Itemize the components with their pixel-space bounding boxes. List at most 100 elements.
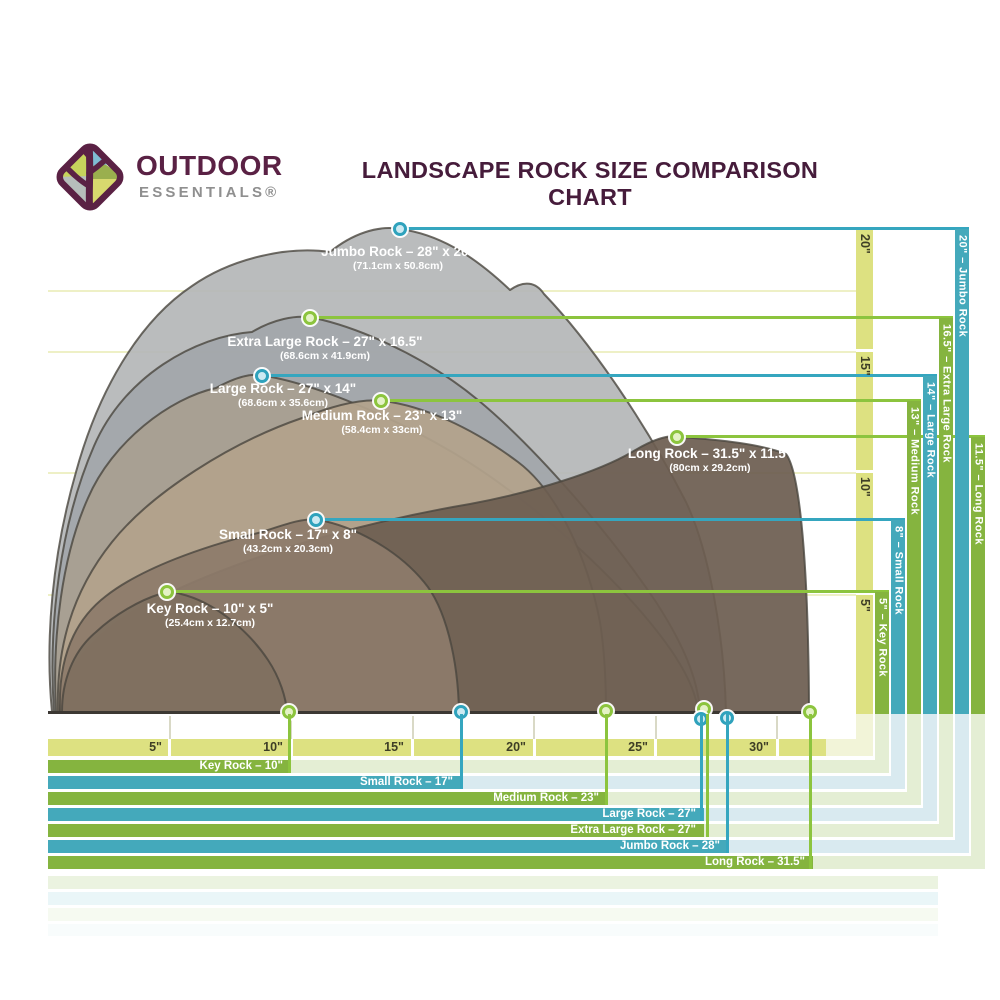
- height-line-extra-large: [310, 316, 953, 319]
- rock-size-text: Small Rock – 17" x 8": [218, 527, 358, 542]
- reflection-stripe: [48, 924, 938, 936]
- dropline-extra-large: [705, 714, 709, 837]
- x-tick-label-5: 5": [149, 740, 162, 754]
- height-line-small: [316, 518, 905, 521]
- brand-subname: ESSENTIALS®: [139, 184, 280, 201]
- v-ruler-tick-15: 15": [858, 356, 872, 376]
- x-tick-5: [168, 716, 171, 739]
- rock-label-medium: Medium Rock – 23" x 13" (58.4cm x 33cm): [242, 408, 522, 437]
- h-ruler-gap: [775, 739, 779, 756]
- height-bar-label-large: 14" – Large Rock: [924, 382, 937, 478]
- dropline-medium: [604, 714, 608, 805]
- width-bar-small: Small Rock – 17": [48, 776, 461, 789]
- x-tick-10: [290, 716, 292, 739]
- peak-dot-small: [309, 513, 323, 527]
- height-bar-fade-jumbo: [955, 714, 969, 853]
- rock-metric-text: (25.4cm x 12.7cm): [165, 617, 255, 629]
- rock-label-jumbo: Jumbo Rock – 28" x 20" (71.1cm x 50.8cm): [258, 244, 538, 273]
- height-line-large: [262, 374, 937, 377]
- rock-label-key: Key Rock – 10" x 5" (25.4cm x 12.7cm): [70, 601, 350, 630]
- rock-size-text: Medium Rock – 23" x 13": [301, 408, 463, 423]
- rock-label-extra-large: Extra Large Rock – 27" x 16.5" (68.6cm x…: [185, 334, 465, 363]
- v-ruler-segment-15: [856, 352, 873, 470]
- v-ruler-tick-10: 10": [858, 477, 872, 497]
- height-bar-label-extra-large: 16.5" – Extra Large Rock: [940, 324, 953, 463]
- rock-label-large: Large Rock – 27" x 14" (68.6cm x 35.6cm): [143, 381, 423, 410]
- height-line-medium: [381, 399, 921, 402]
- height-bar-jumbo: [955, 229, 969, 714]
- width-bar-label-medium: Medium Rock – 23": [493, 792, 599, 804]
- rock-size-text: Key Rock – 10" x 5": [146, 601, 274, 616]
- height-bar-label-medium: 13" – Medium Rock: [908, 407, 921, 515]
- width-bar-fade-small: [461, 776, 905, 789]
- rock-metric-text: (68.6cm x 35.6cm): [238, 397, 328, 409]
- peak-dot-large: [255, 369, 269, 383]
- width-bar-extra-large: Extra Large Rock – 27": [48, 824, 704, 837]
- height-line-long: [677, 435, 985, 438]
- peak-dot-extra-large: [303, 311, 317, 325]
- h-ruler-gap: [532, 739, 536, 756]
- v-ruler-fade: [856, 714, 873, 756]
- h-ruler-gap: [168, 739, 171, 756]
- height-bar-small: [891, 520, 905, 714]
- reflection-stripe: [48, 908, 938, 921]
- height-bar-fade-long: [971, 714, 985, 869]
- rock-metric-text: (71.1cm x 50.8cm): [353, 260, 443, 272]
- rock-label-small: Small Rock – 17" x 8" (43.2cm x 20.3cm): [148, 527, 428, 556]
- h-ruler-gap: [289, 739, 293, 756]
- dropline-large: [699, 714, 703, 821]
- rock-metric-text: (80cm x 29.2cm): [669, 462, 751, 474]
- dropline-jumbo: [725, 714, 729, 853]
- rock-size-text: Jumbo Rock – 28" x 20": [321, 244, 475, 259]
- peak-dot-key: [160, 585, 174, 599]
- x-tick-label-20: 20": [506, 740, 526, 754]
- rock-size-text: Large Rock – 27" x 14": [209, 381, 357, 396]
- width-bar-label-jumbo: Jumbo Rock – 28": [619, 840, 720, 852]
- x-tick-20: [533, 716, 535, 739]
- height-bar-label-long: 11.5" – Long Rock: [972, 443, 985, 545]
- height-bar-key: [875, 592, 889, 714]
- height-bar-label-key: 5" – Key Rock: [876, 598, 889, 677]
- height-bar-label-small: 8" – Small Rock: [892, 526, 905, 615]
- width-bar-fade-long: [813, 856, 985, 869]
- h-ruler-gap: [654, 739, 657, 756]
- height-bar-medium: [907, 401, 921, 714]
- width-bar-large: Large Rock – 27": [48, 808, 704, 821]
- width-bar-key: Key Rock – 10": [48, 760, 291, 773]
- v-ruler-tick-20: 20": [858, 234, 872, 254]
- width-bar-fade-medium: [607, 792, 921, 805]
- width-bar-label-small: Small Rock – 17": [359, 776, 453, 788]
- width-bar-fade-key: [291, 760, 889, 773]
- height-bar-label-jumbo: 20" – Jumbo Rock: [956, 235, 969, 338]
- height-bar-fade-extra-large: [939, 714, 953, 837]
- height-bar-fade-large: [923, 714, 937, 821]
- x-tick-label-30: 30": [749, 740, 769, 754]
- reflection-stripe: [48, 892, 938, 905]
- height-bar-extra-large: [939, 318, 953, 714]
- width-bar-jumbo: Jumbo Rock – 28": [48, 840, 728, 853]
- rock-metric-text: (68.6cm x 41.9cm): [280, 350, 370, 362]
- width-bar-label-large: Large Rock – 27": [602, 808, 696, 820]
- height-line-key: [167, 590, 889, 593]
- x-tick-label-25: 25": [628, 740, 648, 754]
- v-ruler-tick-5: 5": [858, 599, 872, 612]
- height-bar-fade-medium: [907, 714, 921, 805]
- x-tick-label-15: 15": [384, 740, 404, 754]
- x-tick-30: [776, 716, 778, 739]
- h-ruler-gap: [411, 739, 414, 756]
- dropline-long: [808, 714, 812, 869]
- width-bar-fade-jumbo: [728, 840, 969, 853]
- v-ruler-segment-5: [856, 595, 873, 714]
- height-bar-large: [923, 376, 937, 714]
- x-tick-25: [654, 716, 657, 739]
- v-ruler-segment-10: [856, 473, 873, 592]
- width-bar-label-long: Long Rock – 31.5": [704, 856, 805, 868]
- rock-size-text: Extra Large Rock – 27" x 16.5": [227, 334, 423, 349]
- dropline-key: [287, 714, 291, 773]
- ground-baseline: [48, 711, 812, 714]
- peak-dot-long: [670, 430, 684, 444]
- rock-size-text: Long Rock – 31.5" x 11.5": [627, 446, 793, 461]
- rock-label-long: Long Rock – 31.5" x 11.5" (80cm x 29.2cm…: [570, 446, 850, 475]
- reflection-stripe: [48, 876, 938, 889]
- rock-metric-text: (43.2cm x 20.3cm): [243, 543, 333, 555]
